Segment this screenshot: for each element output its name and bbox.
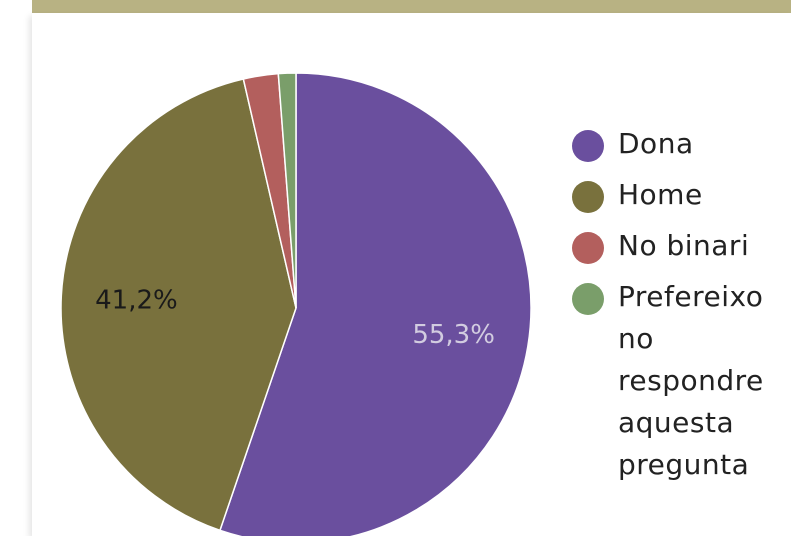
legend-swatch <box>572 181 604 213</box>
legend-label: Dona <box>618 127 694 160</box>
legend-item-prefereixo-no-respondre-aquesta-pregunta: Prefereixo no respondre aquesta pregunta <box>572 280 787 486</box>
legend-swatch <box>572 283 604 315</box>
legend-label: Prefereixo no respondre aquesta pregunta <box>618 280 764 481</box>
pie-slice-prefereixo-no-respondre-aquesta-pregunta <box>277 72 297 309</box>
legend-swatch <box>572 232 604 264</box>
legend-item-dona: Dona <box>572 127 787 165</box>
legend-swatch <box>572 130 604 162</box>
pie-slice-home <box>60 78 297 532</box>
chart-legend: Dona Home No binari Prefereixo no respondre… <box>572 127 787 500</box>
legend-item-home: Home <box>572 178 787 216</box>
legend-label: No binari <box>618 229 750 262</box>
pie-slice-dona <box>219 72 532 536</box>
legend-item-no-binari: No binari <box>572 229 787 267</box>
slice-label-dona: 55,3% <box>412 320 495 350</box>
header-band <box>32 0 791 13</box>
legend-label: Home <box>618 178 703 211</box>
slice-label-home: 41,2% <box>95 286 178 316</box>
